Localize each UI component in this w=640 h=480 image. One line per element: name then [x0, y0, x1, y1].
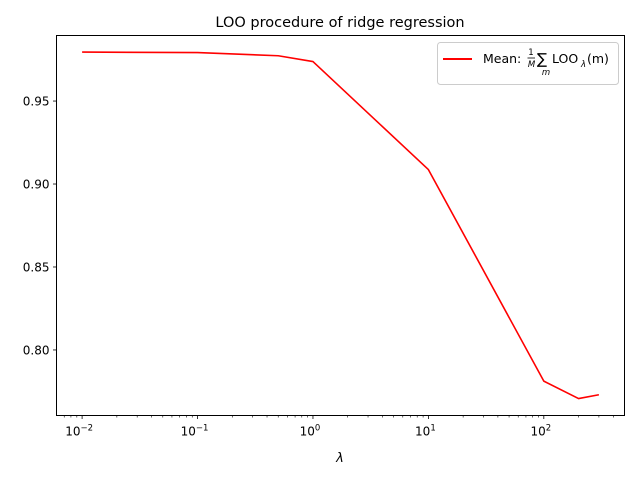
x-tick-label-exponent: 0	[315, 424, 320, 434]
x-tick-label: 100	[300, 424, 321, 439]
x-tick-label: 10−1	[181, 424, 209, 439]
x-tick-label-exponent: −1	[196, 424, 209, 434]
x-tick-label-exponent: 2	[546, 424, 551, 434]
legend-box	[437, 42, 619, 85]
x-axis-label: λ	[335, 451, 344, 466]
x-tick-label-base: 10	[65, 425, 80, 439]
x-tick-label: 10−2	[65, 424, 93, 439]
legend-body-subscript: λ	[580, 60, 586, 70]
legend-sum-symbol: ∑	[537, 50, 547, 68]
legend-body: LOO	[552, 51, 578, 66]
x-tick-label-exponent: −2	[80, 424, 93, 434]
x-tick-label-base: 10	[181, 425, 196, 439]
x-tick-label-base: 10	[300, 425, 315, 439]
legend-argument-text: (m)	[587, 51, 609, 66]
axes-frame	[56, 35, 625, 416]
y-tick-label: 0.95	[23, 95, 50, 109]
legend-frac-denominator: M	[528, 60, 536, 70]
x-tick-label: 101	[415, 424, 436, 439]
legend: Mean: 1 M ∑ m LOO λ (m)	[437, 42, 619, 85]
x-tick-label-exponent: 1	[430, 424, 435, 434]
x-tick-label: 102	[530, 424, 551, 439]
legend-sum-subscript: m	[542, 68, 550, 78]
plot-background	[56, 35, 625, 416]
y-tick-label: 0.90	[23, 178, 50, 192]
x-tick-label-base: 10	[530, 425, 545, 439]
x-tick-label-base: 10	[415, 425, 430, 439]
series-layer	[82, 51, 600, 400]
x-axis-ticks: 10−2 10−1 100 101 102	[63, 415, 614, 439]
legend-argument: (m)	[587, 51, 609, 66]
chart-title: LOO procedure of ridge regression	[215, 15, 464, 31]
y-tick-label: 0.85	[23, 260, 50, 274]
plot-area	[56, 35, 625, 416]
y-tick-label: 0.80	[23, 343, 50, 357]
legend-prefix: Mean:	[483, 51, 525, 66]
legend-frac-numerator: 1	[528, 48, 533, 58]
y-axis-ticks: 0.80 0.85 0.90 0.95	[23, 95, 57, 357]
series-line	[82, 51, 600, 400]
